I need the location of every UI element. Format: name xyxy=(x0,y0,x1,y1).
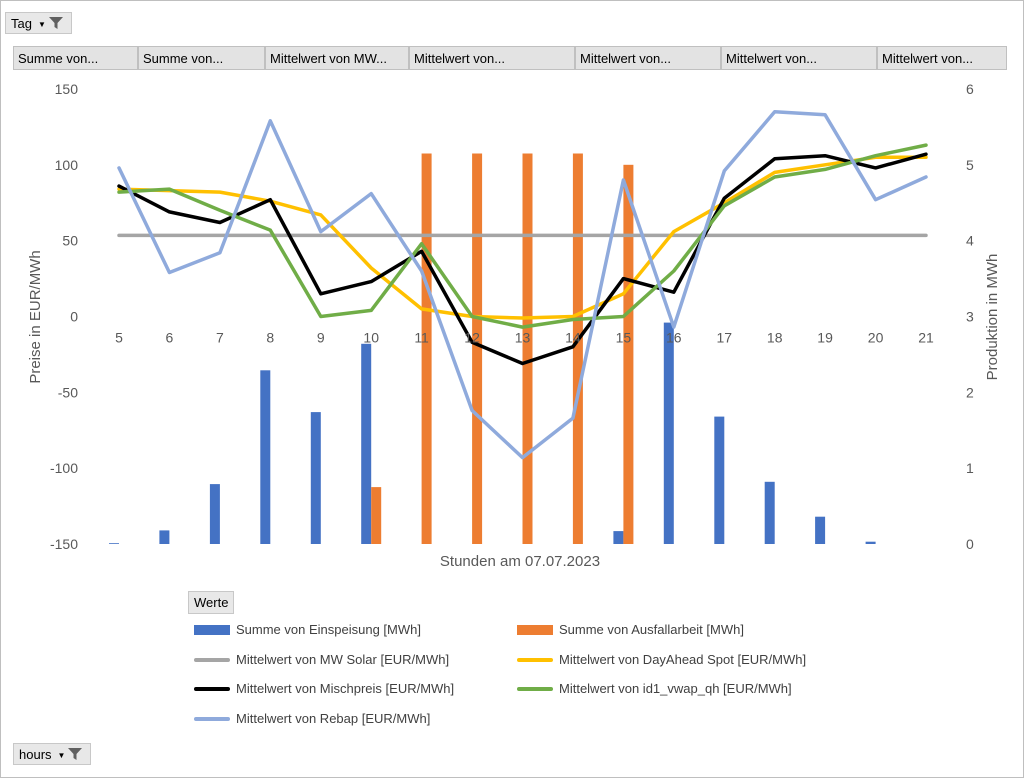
bar-ausfallarbeit-15 xyxy=(623,164,634,545)
bar-ausfallarbeit-14 xyxy=(572,153,583,544)
legend-item-rebap[interactable]: Mittelwert von Rebap [EUR/MWh] xyxy=(194,711,430,726)
y-right-tick-label: 6 xyxy=(966,81,974,97)
bar-einspeisung-6 xyxy=(159,530,170,544)
y-right-tick-label: 3 xyxy=(966,309,974,325)
x-tick-label: 14 xyxy=(565,330,581,346)
legend-label: Mittelwert von Rebap [EUR/MWh] xyxy=(236,711,431,726)
x-tick-label: 10 xyxy=(363,330,379,346)
legend-swatch xyxy=(194,657,230,662)
bar-einspeisung-17 xyxy=(714,416,725,544)
bar-ausfallarbeit-10 xyxy=(371,487,382,544)
legend-swatch xyxy=(194,686,230,691)
legend-label: Summe von Ausfallarbeit [MWh] xyxy=(559,622,744,637)
y-left-tick-label: 0 xyxy=(70,309,78,325)
y-right-tick-label: 5 xyxy=(966,157,974,173)
x-tick-label: 20 xyxy=(868,330,884,346)
field-header[interactable]: Mittelwert von MW... xyxy=(265,46,409,70)
legend-item-ausfallarbeit[interactable]: Summe von Ausfallarbeit [MWh] xyxy=(517,622,744,637)
legend-label: Mittelwert von MW Solar [EUR/MWh] xyxy=(236,652,450,667)
bar-einspeisung-16 xyxy=(663,322,674,544)
y-left-tick-label: -100 xyxy=(50,460,78,476)
legend-swatch xyxy=(194,716,230,721)
bar-einspeisung-15 xyxy=(613,531,624,544)
hours-filter-button[interactable]: hours ▼ xyxy=(13,743,91,765)
x-tick-label: 8 xyxy=(266,330,274,346)
field-header[interactable]: Mittelwert von... xyxy=(721,46,877,70)
field-header[interactable]: Summe von... xyxy=(13,46,138,70)
y-right-tick-label: 2 xyxy=(966,384,974,400)
y-axis-left-title: Preise in EUR/MWh xyxy=(27,250,44,383)
legend-swatch xyxy=(517,624,553,635)
filter-icon xyxy=(68,748,83,760)
hours-filter-label: hours xyxy=(19,746,52,762)
y-left-tick-label: -50 xyxy=(58,384,78,400)
bar-einspeisung-20 xyxy=(865,541,876,544)
x-axis-title: Stunden am 07.07.2023 xyxy=(440,553,600,570)
y-axis-right-title: Produktion in MWh xyxy=(984,254,1001,381)
legend-label: Mittelwert von Mischpreis [EUR/MWh] xyxy=(236,681,455,696)
bar-einspeisung-18 xyxy=(764,481,775,544)
x-tick-label: 12 xyxy=(464,330,480,346)
x-tick-label: 5 xyxy=(115,330,123,346)
y-left-tick-label: -150 xyxy=(50,536,78,552)
legend-item-dayahead[interactable]: Mittelwert von DayAhead Spot [EUR/MWh] xyxy=(517,652,806,667)
legend-swatch xyxy=(517,686,553,691)
field-header[interactable]: Mittelwert von... xyxy=(575,46,721,70)
line-rebap xyxy=(117,110,928,460)
x-tick-label: 6 xyxy=(166,330,174,346)
bar-einspeisung-8 xyxy=(260,370,271,544)
y-left-tick-label: 50 xyxy=(62,233,78,249)
field-header[interactable]: Mittelwert von... xyxy=(409,46,575,70)
bar-einspeisung-7 xyxy=(209,484,220,544)
y-right-tick-label: 4 xyxy=(966,233,974,249)
bar-ausfallarbeit-12 xyxy=(472,153,483,544)
legend-item-id1-vwap[interactable]: Mittelwert von id1_vwap_qh [EUR/MWh] xyxy=(517,681,792,696)
legend-item-mischpreis[interactable]: Mittelwert von Mischpreis [EUR/MWh] xyxy=(194,681,454,696)
x-tick-label: 16 xyxy=(666,330,682,346)
legend-label: Mittelwert von DayAhead Spot [EUR/MWh] xyxy=(559,652,807,667)
bar-ausfallarbeit-13 xyxy=(522,153,533,544)
y-right-tick-label: 1 xyxy=(966,460,974,476)
x-tick-label: 13 xyxy=(515,330,531,346)
field-header[interactable]: Mittelwert von... xyxy=(877,46,1007,70)
x-tick-label: 7 xyxy=(216,330,224,346)
bar-einspeisung-10 xyxy=(361,343,372,544)
legend-label: Mittelwert von id1_vwap_qh [EUR/MWh] xyxy=(559,681,792,696)
line-dayahead-spot xyxy=(117,155,928,320)
x-tick-label: 18 xyxy=(767,330,783,346)
line-id1-vwap xyxy=(117,143,928,329)
legend-swatch xyxy=(194,624,230,635)
y-left-tick-label: 100 xyxy=(55,157,79,173)
x-tick-label: 11 xyxy=(414,330,429,346)
bar-einspeisung-19 xyxy=(815,516,826,544)
legend-title[interactable]: Werte xyxy=(188,591,235,614)
tag-filter-button[interactable]: Tag ▼ xyxy=(5,12,72,34)
legend-item-mw-solar[interactable]: Mittelwert von MW Solar [EUR/MWh] xyxy=(194,652,449,667)
filter-icon xyxy=(48,17,63,29)
bar-einspeisung-5 xyxy=(109,543,119,544)
y-left-tick-label: 150 xyxy=(55,81,79,97)
x-tick-label: 19 xyxy=(817,330,833,346)
dropdown-arrow-icon: ▼ xyxy=(57,750,66,760)
x-tick-label: 9 xyxy=(317,330,325,346)
legend-label: Summe von Einspeisung [MWh] xyxy=(236,622,421,637)
legend-item-einspeisung[interactable]: Summe von Einspeisung [MWh] xyxy=(194,622,421,637)
value-field-bar: Summe von... Summe von... Mittelwert von… xyxy=(13,46,1007,70)
x-tick-label: 21 xyxy=(918,330,934,346)
x-tick-label: 17 xyxy=(717,330,733,346)
x-tick-label: 15 xyxy=(616,330,632,346)
legend-swatch xyxy=(517,657,553,662)
dropdown-arrow-icon: ▼ xyxy=(37,19,46,29)
field-header[interactable]: Summe von... xyxy=(138,46,265,70)
line-mischpreis xyxy=(117,152,928,366)
bar-ausfallarbeit-11 xyxy=(421,153,432,544)
tag-filter-label: Tag xyxy=(11,15,32,31)
y-right-tick-label: 0 xyxy=(966,536,974,552)
bar-einspeisung-9 xyxy=(310,412,321,544)
